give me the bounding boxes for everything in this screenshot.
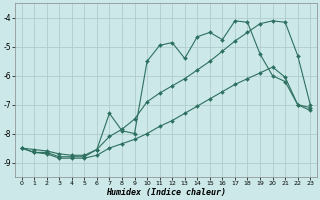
- X-axis label: Humidex (Indice chaleur): Humidex (Indice chaleur): [106, 188, 226, 197]
